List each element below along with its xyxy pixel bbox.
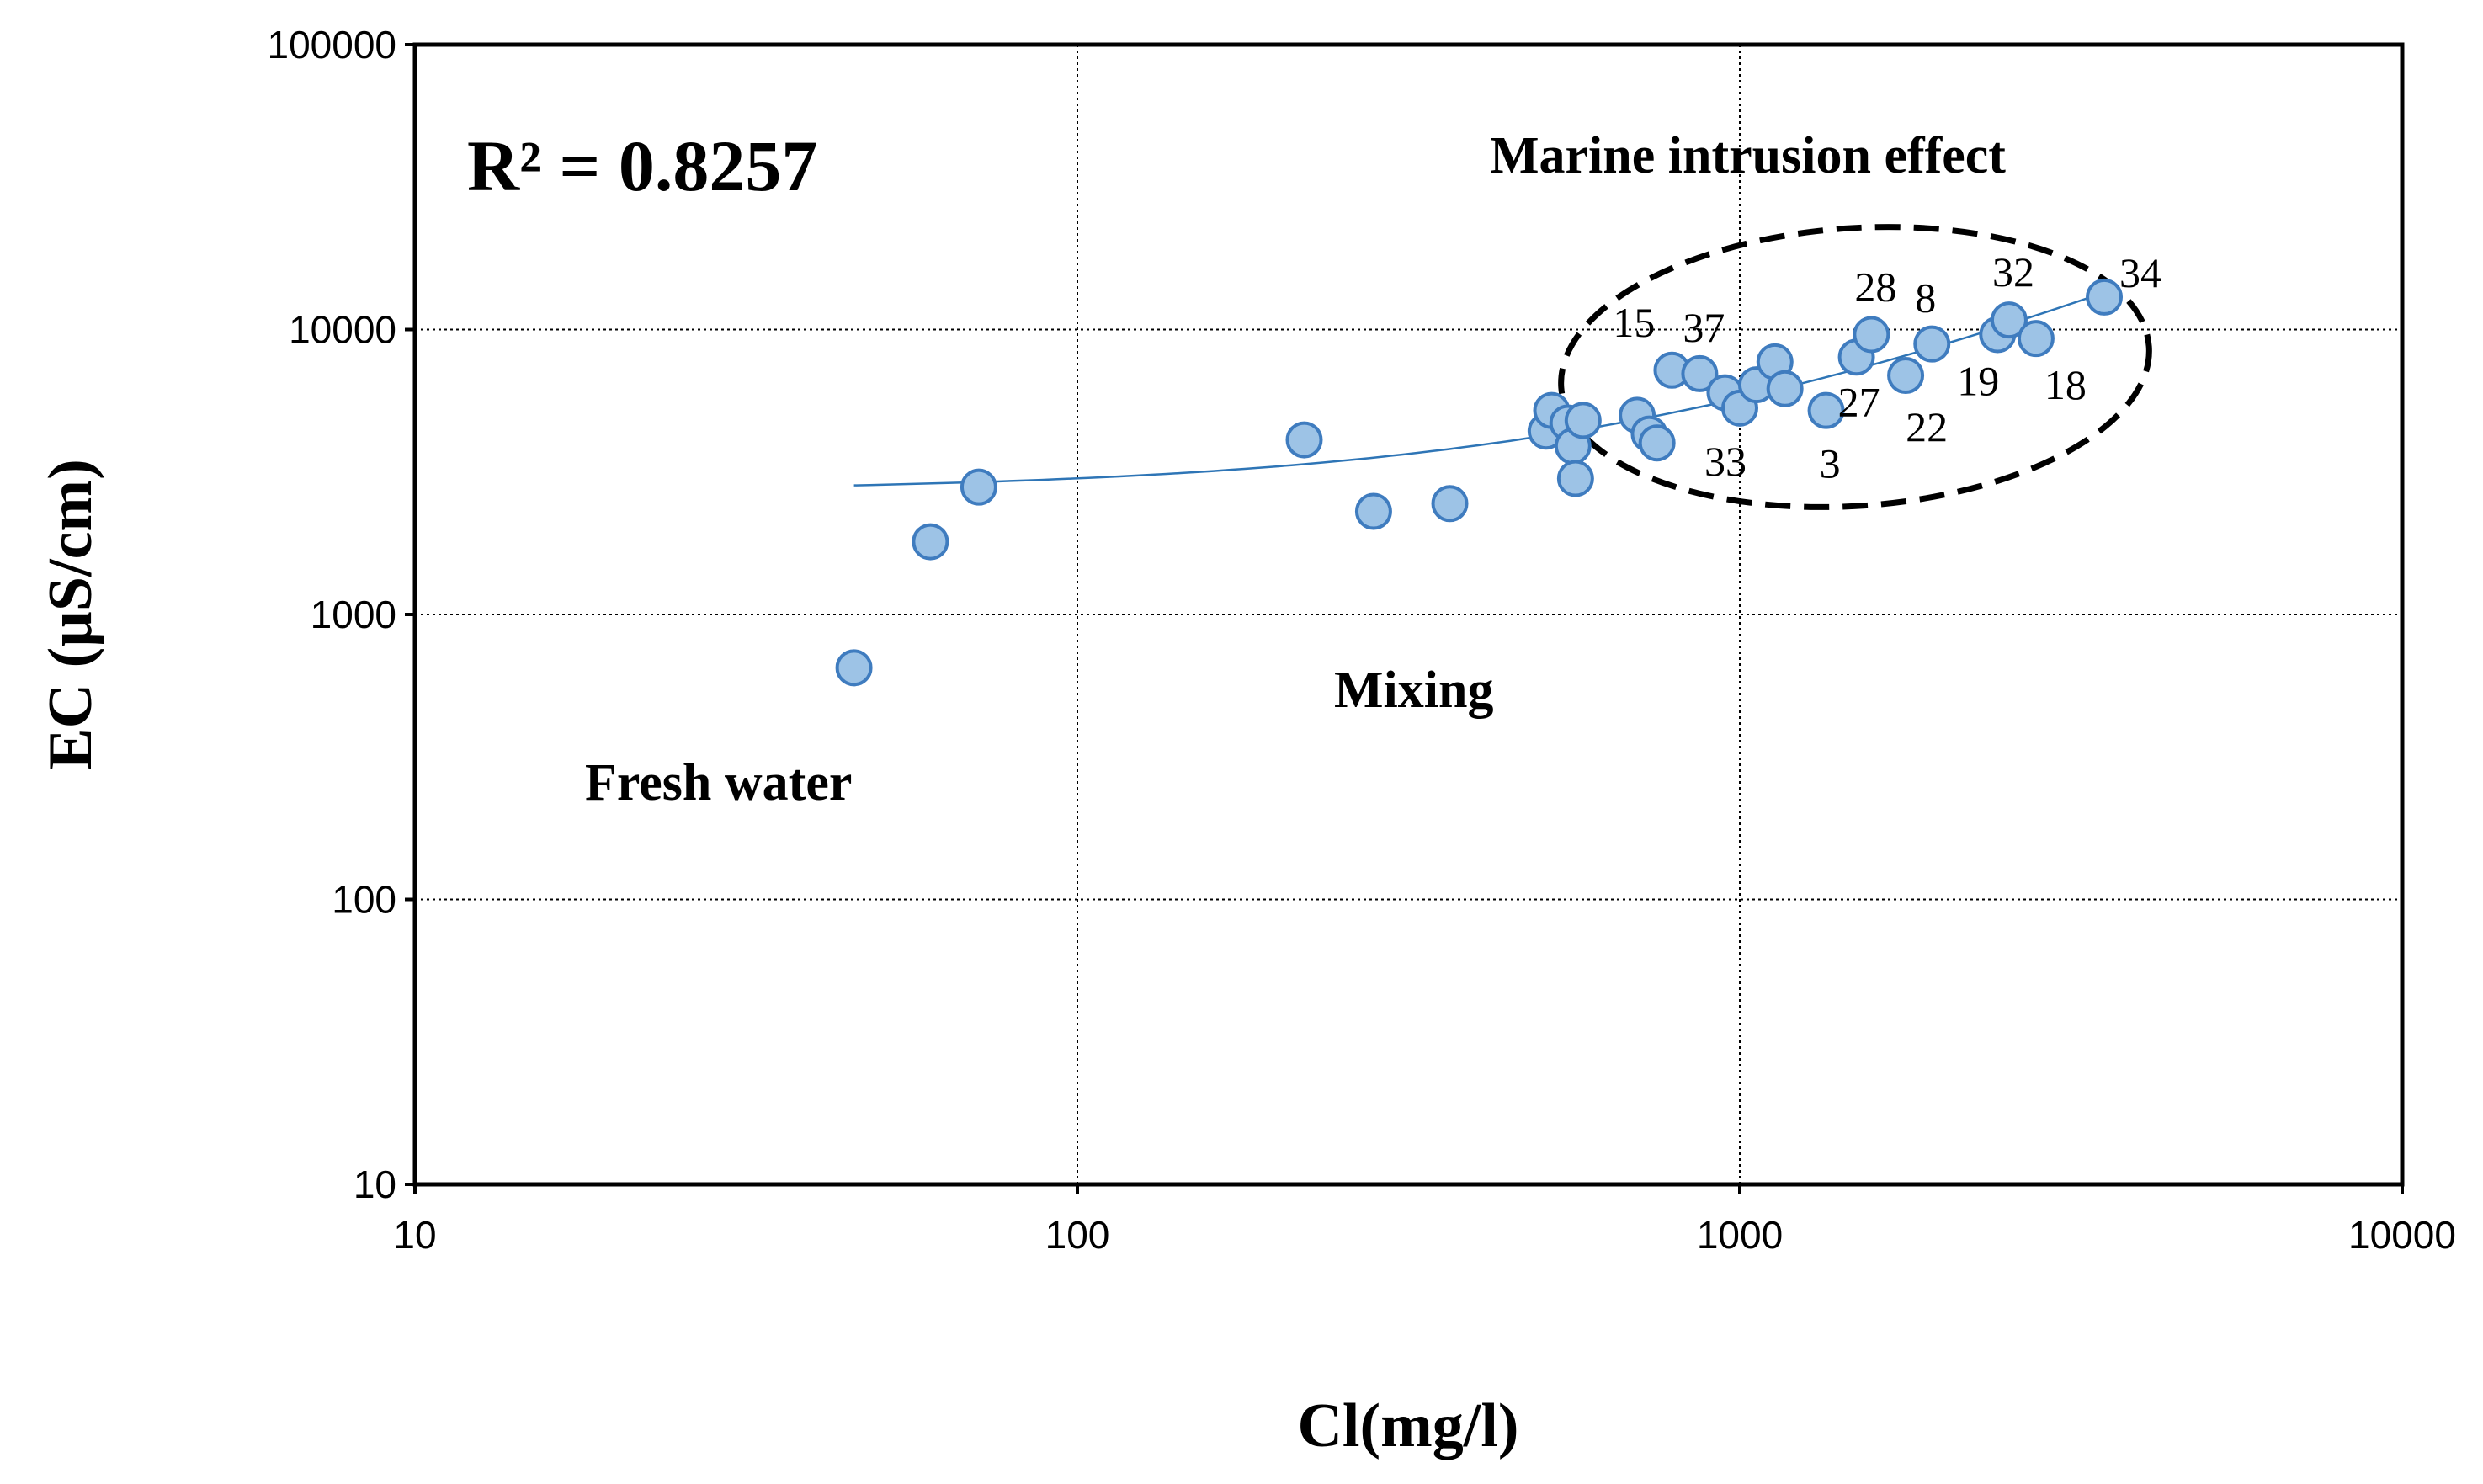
data-point-label: 33 bbox=[1704, 438, 1747, 485]
x-axis-title: Cl(mg/l) bbox=[1297, 1391, 1518, 1460]
data-point-label: 22 bbox=[1906, 403, 1948, 450]
data-point bbox=[1887, 357, 1925, 395]
data-point bbox=[1638, 424, 1676, 462]
x-tick-label: 1000 bbox=[1697, 1213, 1783, 1257]
data-point-label: 34 bbox=[2119, 249, 2161, 296]
r-squared-label: R² = 0.8257 bbox=[467, 125, 817, 206]
data-point bbox=[1285, 421, 1323, 459]
grid-lines bbox=[415, 45, 2402, 1184]
y-tick-label: 10 bbox=[354, 1162, 396, 1206]
data-point bbox=[1853, 316, 1890, 354]
data-point bbox=[1807, 391, 1845, 429]
axes: 10 100 1000 10000 10 100 1000 10000 100000 bbox=[268, 23, 2456, 1257]
data-points bbox=[835, 278, 2124, 687]
marine-intrusion-label: Marine intrusion effect bbox=[1490, 127, 2006, 184]
x-tick-label: 100 bbox=[1045, 1213, 1110, 1257]
data-point-label: 15 bbox=[1613, 299, 1655, 346]
y-tick-label: 10000 bbox=[289, 308, 396, 352]
data-point bbox=[1766, 370, 1804, 407]
fresh-water-label: Fresh water bbox=[585, 754, 852, 811]
data-point-label: 19 bbox=[1957, 358, 1999, 405]
marine-intrusion-ellipse-group bbox=[1558, 224, 2152, 510]
data-point-label: 32 bbox=[1992, 248, 2034, 295]
data-point bbox=[1564, 402, 1602, 439]
data-point bbox=[1990, 301, 2028, 339]
trendline bbox=[853, 291, 2105, 487]
trendline-group bbox=[853, 291, 2105, 487]
data-point bbox=[1556, 460, 1594, 497]
data-point-label: 37 bbox=[1683, 304, 1725, 351]
data-point bbox=[1431, 485, 1469, 523]
data-point-label: 8 bbox=[1915, 274, 1936, 322]
marine-intrusion-ellipse bbox=[1558, 224, 2152, 510]
data-point bbox=[1354, 492, 1392, 530]
data-point bbox=[2017, 320, 2055, 358]
data-point-label: 28 bbox=[1854, 263, 1896, 311]
data-point-label: 3 bbox=[1820, 440, 1841, 487]
data-point bbox=[912, 523, 949, 561]
data-point bbox=[835, 649, 873, 687]
x-tick-label: 10000 bbox=[2348, 1213, 2456, 1257]
data-point bbox=[2086, 278, 2124, 316]
y-tick-label: 100000 bbox=[268, 23, 397, 66]
mixing-label: Mixing bbox=[1334, 662, 1493, 719]
data-point bbox=[1681, 354, 1719, 392]
data-point bbox=[1913, 325, 1951, 363]
data-point-label: 27 bbox=[1838, 378, 1880, 425]
data-point-label: 18 bbox=[2044, 361, 2087, 408]
y-tick-label: 1000 bbox=[311, 593, 396, 636]
y-axis-title: EC (µS/cm) bbox=[36, 459, 105, 769]
data-point bbox=[960, 468, 997, 506]
x-tick-label: 10 bbox=[393, 1213, 436, 1257]
y-tick-label: 100 bbox=[332, 878, 396, 922]
